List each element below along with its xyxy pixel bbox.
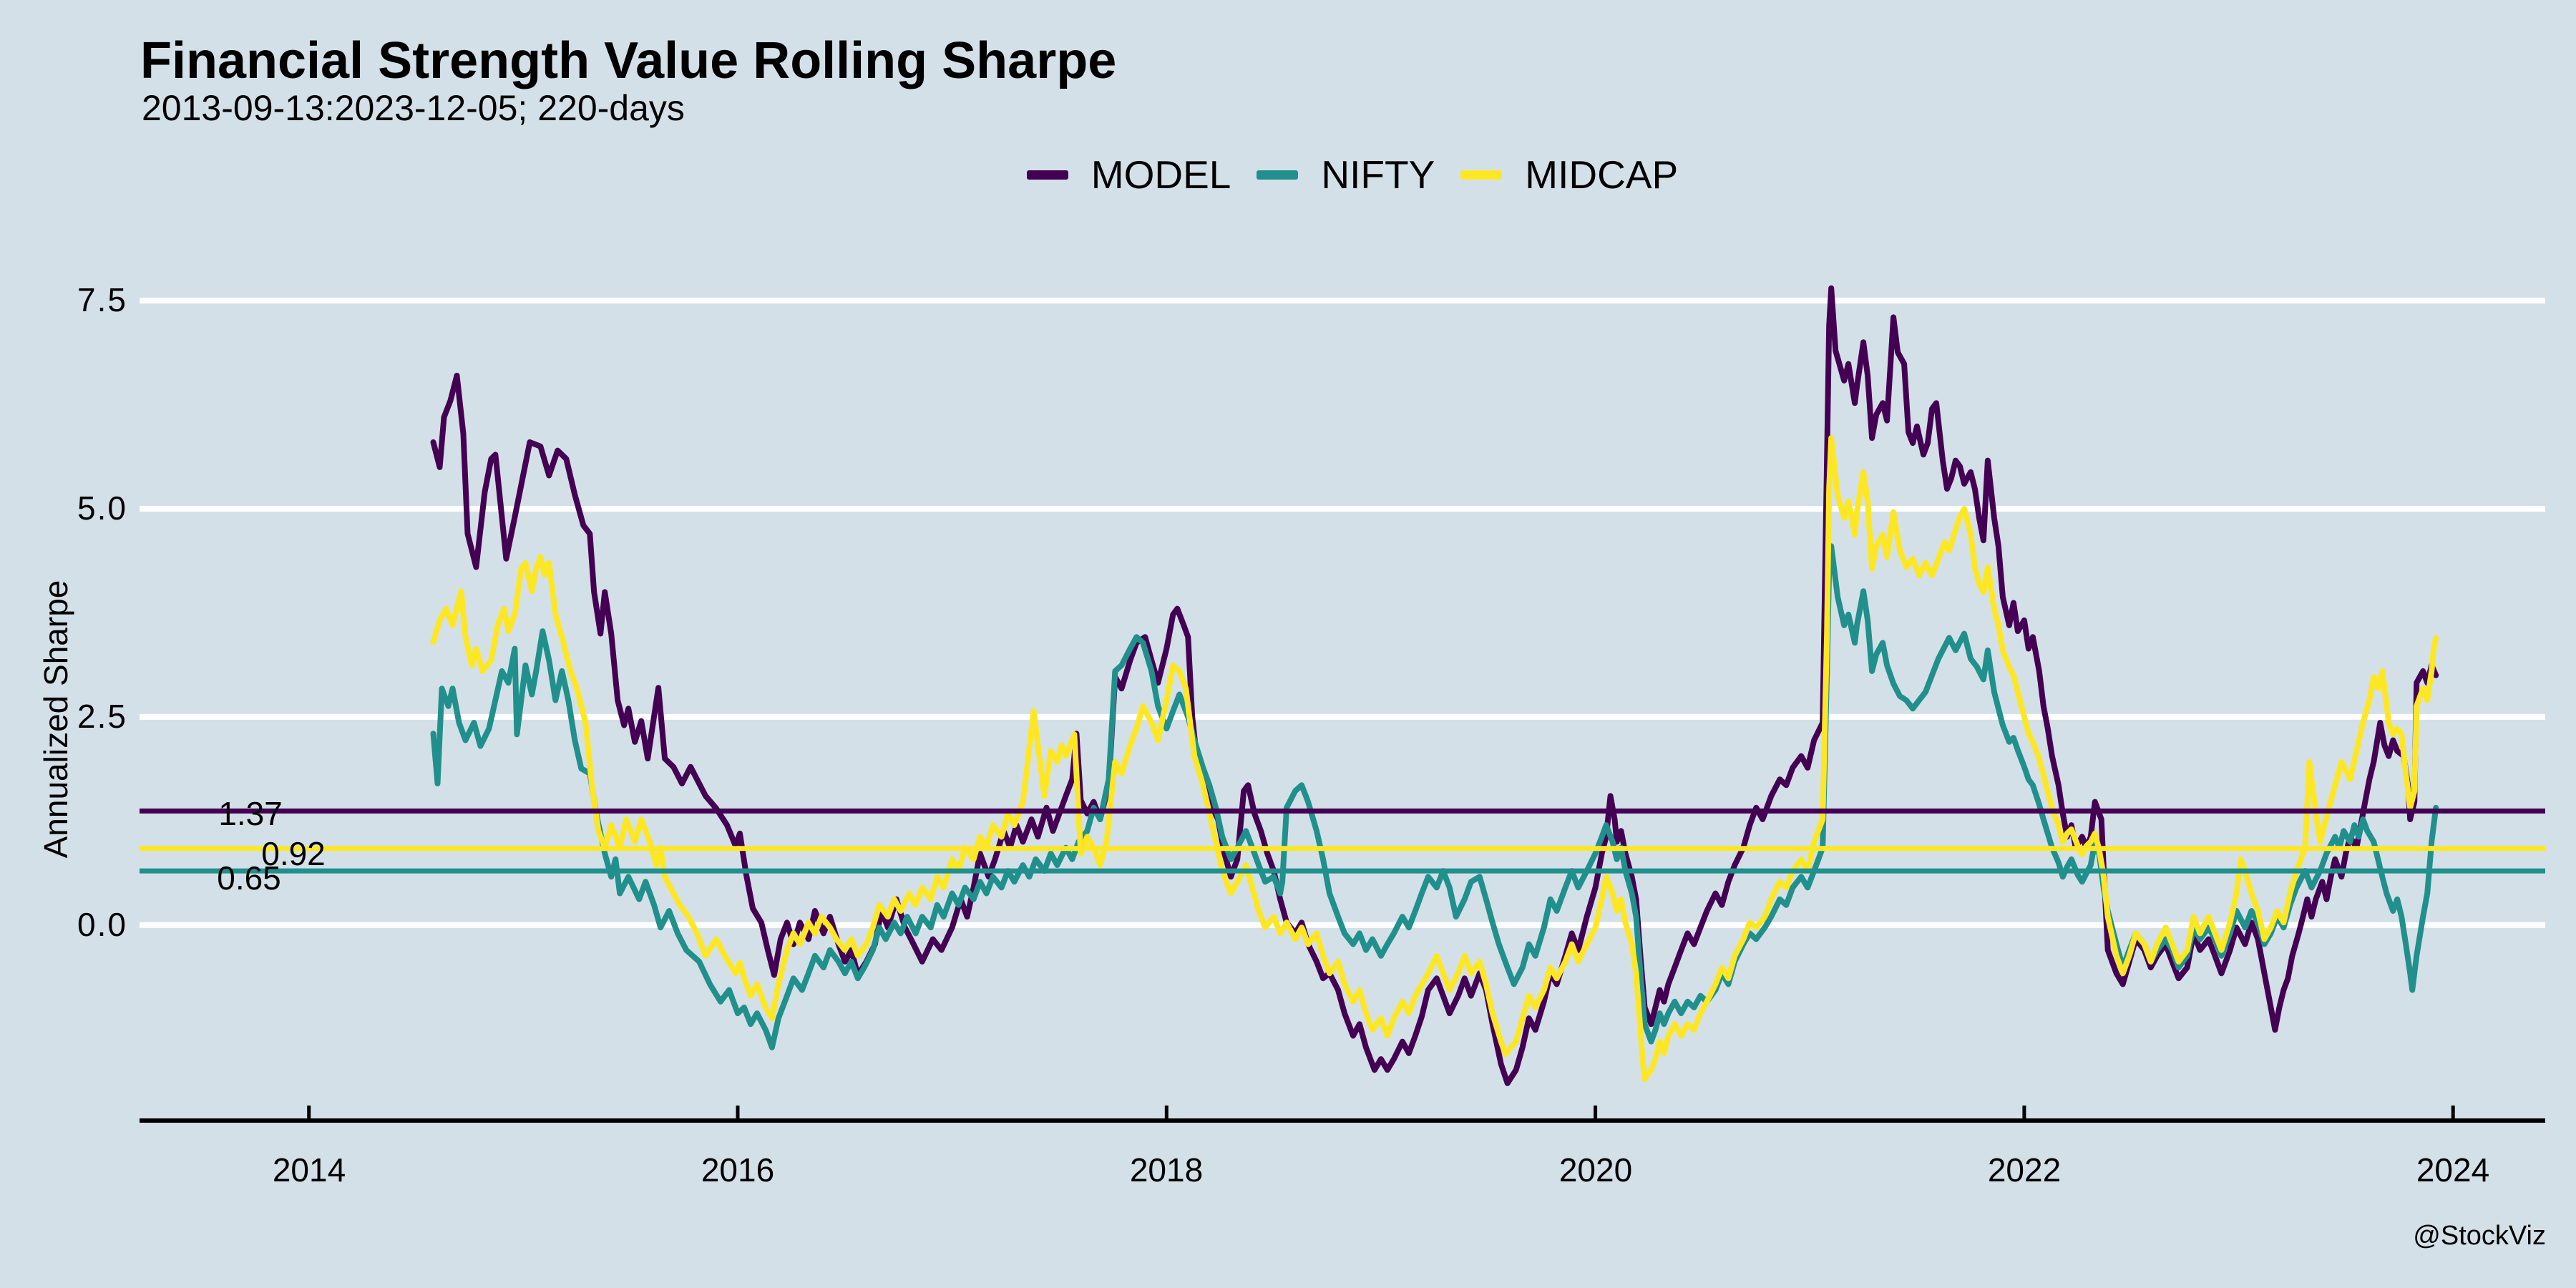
legend: MODEL NIFTY MIDCAP [64,152,2576,197]
legend-label-nifty: NIFTY [1321,152,1435,197]
x-tick-label-2024: 2024 [2416,1151,2490,1189]
y-tick-label-7.5: 7.5 [77,280,127,318]
legend-swatch-model [1026,170,1068,180]
legend-item-model: MODEL [1026,152,1231,197]
ref-line-label-0.92: 0.92 [261,835,326,872]
y-tick-label-5.0: 5.0 [77,489,127,527]
ref-line-label-0.65: 0.65 [217,859,281,897]
legend-swatch-midcap [1460,170,1503,180]
legend-label-model: MODEL [1091,152,1231,197]
x-tick-label-2022: 2022 [1987,1151,2062,1189]
y-tick-label-2.5: 2.5 [77,697,127,735]
series-line-midcap [430,435,2439,1082]
legend-swatch-nifty [1257,170,1299,180]
x-tick-label-2014: 2014 [272,1151,346,1189]
legend-item-midcap: MIDCAP [1460,152,1678,197]
page-title: Financial Strength Value Rolling Sharpe [140,32,1117,89]
x-tick-label-2020: 2020 [1558,1151,1633,1189]
legend-item-nifty: NIFTY [1257,152,1435,197]
x-tick-label-2016: 2016 [701,1151,775,1189]
legend-label-midcap: MIDCAP [1525,152,1679,197]
ref-line-label-1.37: 1.37 [218,795,283,832]
page-subtitle: 2013-09-13:2023-12-05; 220-days [142,88,685,128]
y-tick-label-0.0: 0.0 [77,905,127,943]
watermark: @StockViz [2413,1221,2546,1251]
x-tick-label-2018: 2018 [1129,1151,1204,1189]
